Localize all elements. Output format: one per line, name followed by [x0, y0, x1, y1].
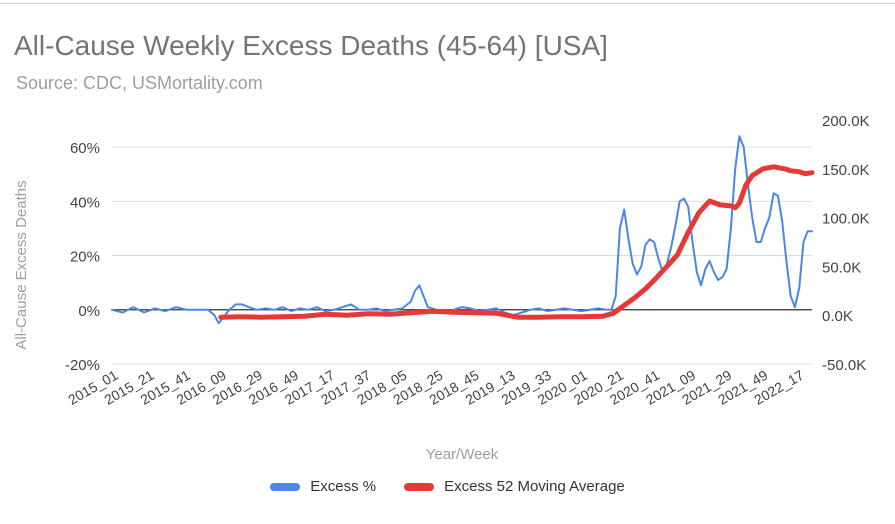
left-tick-label: 40% — [70, 194, 100, 211]
left-tick-label: 0% — [78, 303, 100, 320]
right-tick-label: 100.0K — [822, 211, 870, 228]
right-tick-label: -50.0K — [822, 357, 866, 374]
legend-label-excess: Excess % — [310, 478, 377, 495]
left-tick-label: -20% — [65, 357, 100, 374]
chart-legend: Excess % Excess 52 Moving Average — [0, 478, 895, 495]
chart-title: All-Cause Weekly Excess Deaths (45-64) [… — [14, 30, 608, 61]
legend-item-excess[interactable]: Excess % — [270, 478, 376, 495]
left-tick-label: 20% — [70, 249, 100, 266]
x-axis-label: Year/Week — [426, 446, 499, 463]
chart-plot-area: 60% 40% 20% 0% -20% 200.0K 150.0K 100.0K 50.0K 0… — [13, 113, 870, 463]
right-axis-ticks: 200.0K 150.0K 100.0K 50.0K 0.0K -50.0K — [822, 113, 870, 374]
y-axis-label: All-Cause Excess Deaths — [13, 180, 30, 349]
right-tick-label: 150.0K — [822, 162, 870, 179]
legend-swatch-moving-average — [404, 482, 435, 491]
right-tick-label: 0.0K — [822, 308, 853, 325]
chart-subtitle: Source: CDC, USMortality.com — [16, 73, 263, 93]
right-tick-label: 50.0K — [822, 259, 861, 276]
right-tick-label: 200.0K — [822, 113, 870, 130]
series-layer — [111, 135, 815, 325]
legend-swatch-excess — [270, 482, 301, 491]
x-axis-ticks: 2015_012015_212015_412016_092016_292016_… — [65, 367, 806, 408]
series-line-excess-percent — [111, 135, 813, 325]
left-axis-ticks: 60% 40% 20% 0% -20% — [65, 140, 100, 374]
gridlines — [112, 146, 812, 365]
top-divider — [0, 3, 895, 4]
legend-item-moving-average[interactable]: Excess 52 Moving Average — [404, 478, 625, 495]
series-line-moving-average — [218, 164, 815, 320]
left-tick-label: 60% — [70, 140, 100, 157]
legend-label-moving-average: Excess 52 Moving Average — [444, 478, 625, 495]
